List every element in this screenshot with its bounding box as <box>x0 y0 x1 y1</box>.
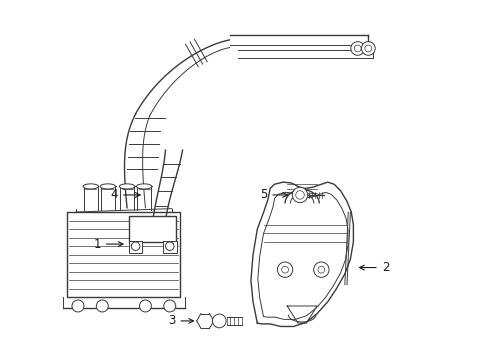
Circle shape <box>361 42 374 55</box>
Bar <box>128 240 142 253</box>
Circle shape <box>212 314 225 328</box>
Text: 2: 2 <box>359 261 388 274</box>
Bar <box>129 216 176 242</box>
Ellipse shape <box>119 184 135 189</box>
Circle shape <box>295 191 304 199</box>
Ellipse shape <box>100 184 115 189</box>
Circle shape <box>317 266 324 273</box>
Bar <box>163 240 176 253</box>
Circle shape <box>353 45 360 52</box>
Text: 5: 5 <box>260 188 287 202</box>
Circle shape <box>96 300 108 312</box>
Ellipse shape <box>83 184 98 189</box>
Circle shape <box>131 242 140 251</box>
Circle shape <box>281 266 288 273</box>
Circle shape <box>72 300 84 312</box>
Circle shape <box>364 45 371 52</box>
Circle shape <box>139 300 151 312</box>
Text: 4: 4 <box>110 188 140 202</box>
Circle shape <box>292 187 307 203</box>
Circle shape <box>350 42 364 55</box>
Circle shape <box>163 300 175 312</box>
Text: 3: 3 <box>168 314 193 328</box>
Circle shape <box>165 242 174 251</box>
Circle shape <box>277 262 292 277</box>
Circle shape <box>313 262 328 277</box>
Bar <box>67 212 180 297</box>
Text: 1: 1 <box>93 238 123 251</box>
Ellipse shape <box>136 184 151 189</box>
